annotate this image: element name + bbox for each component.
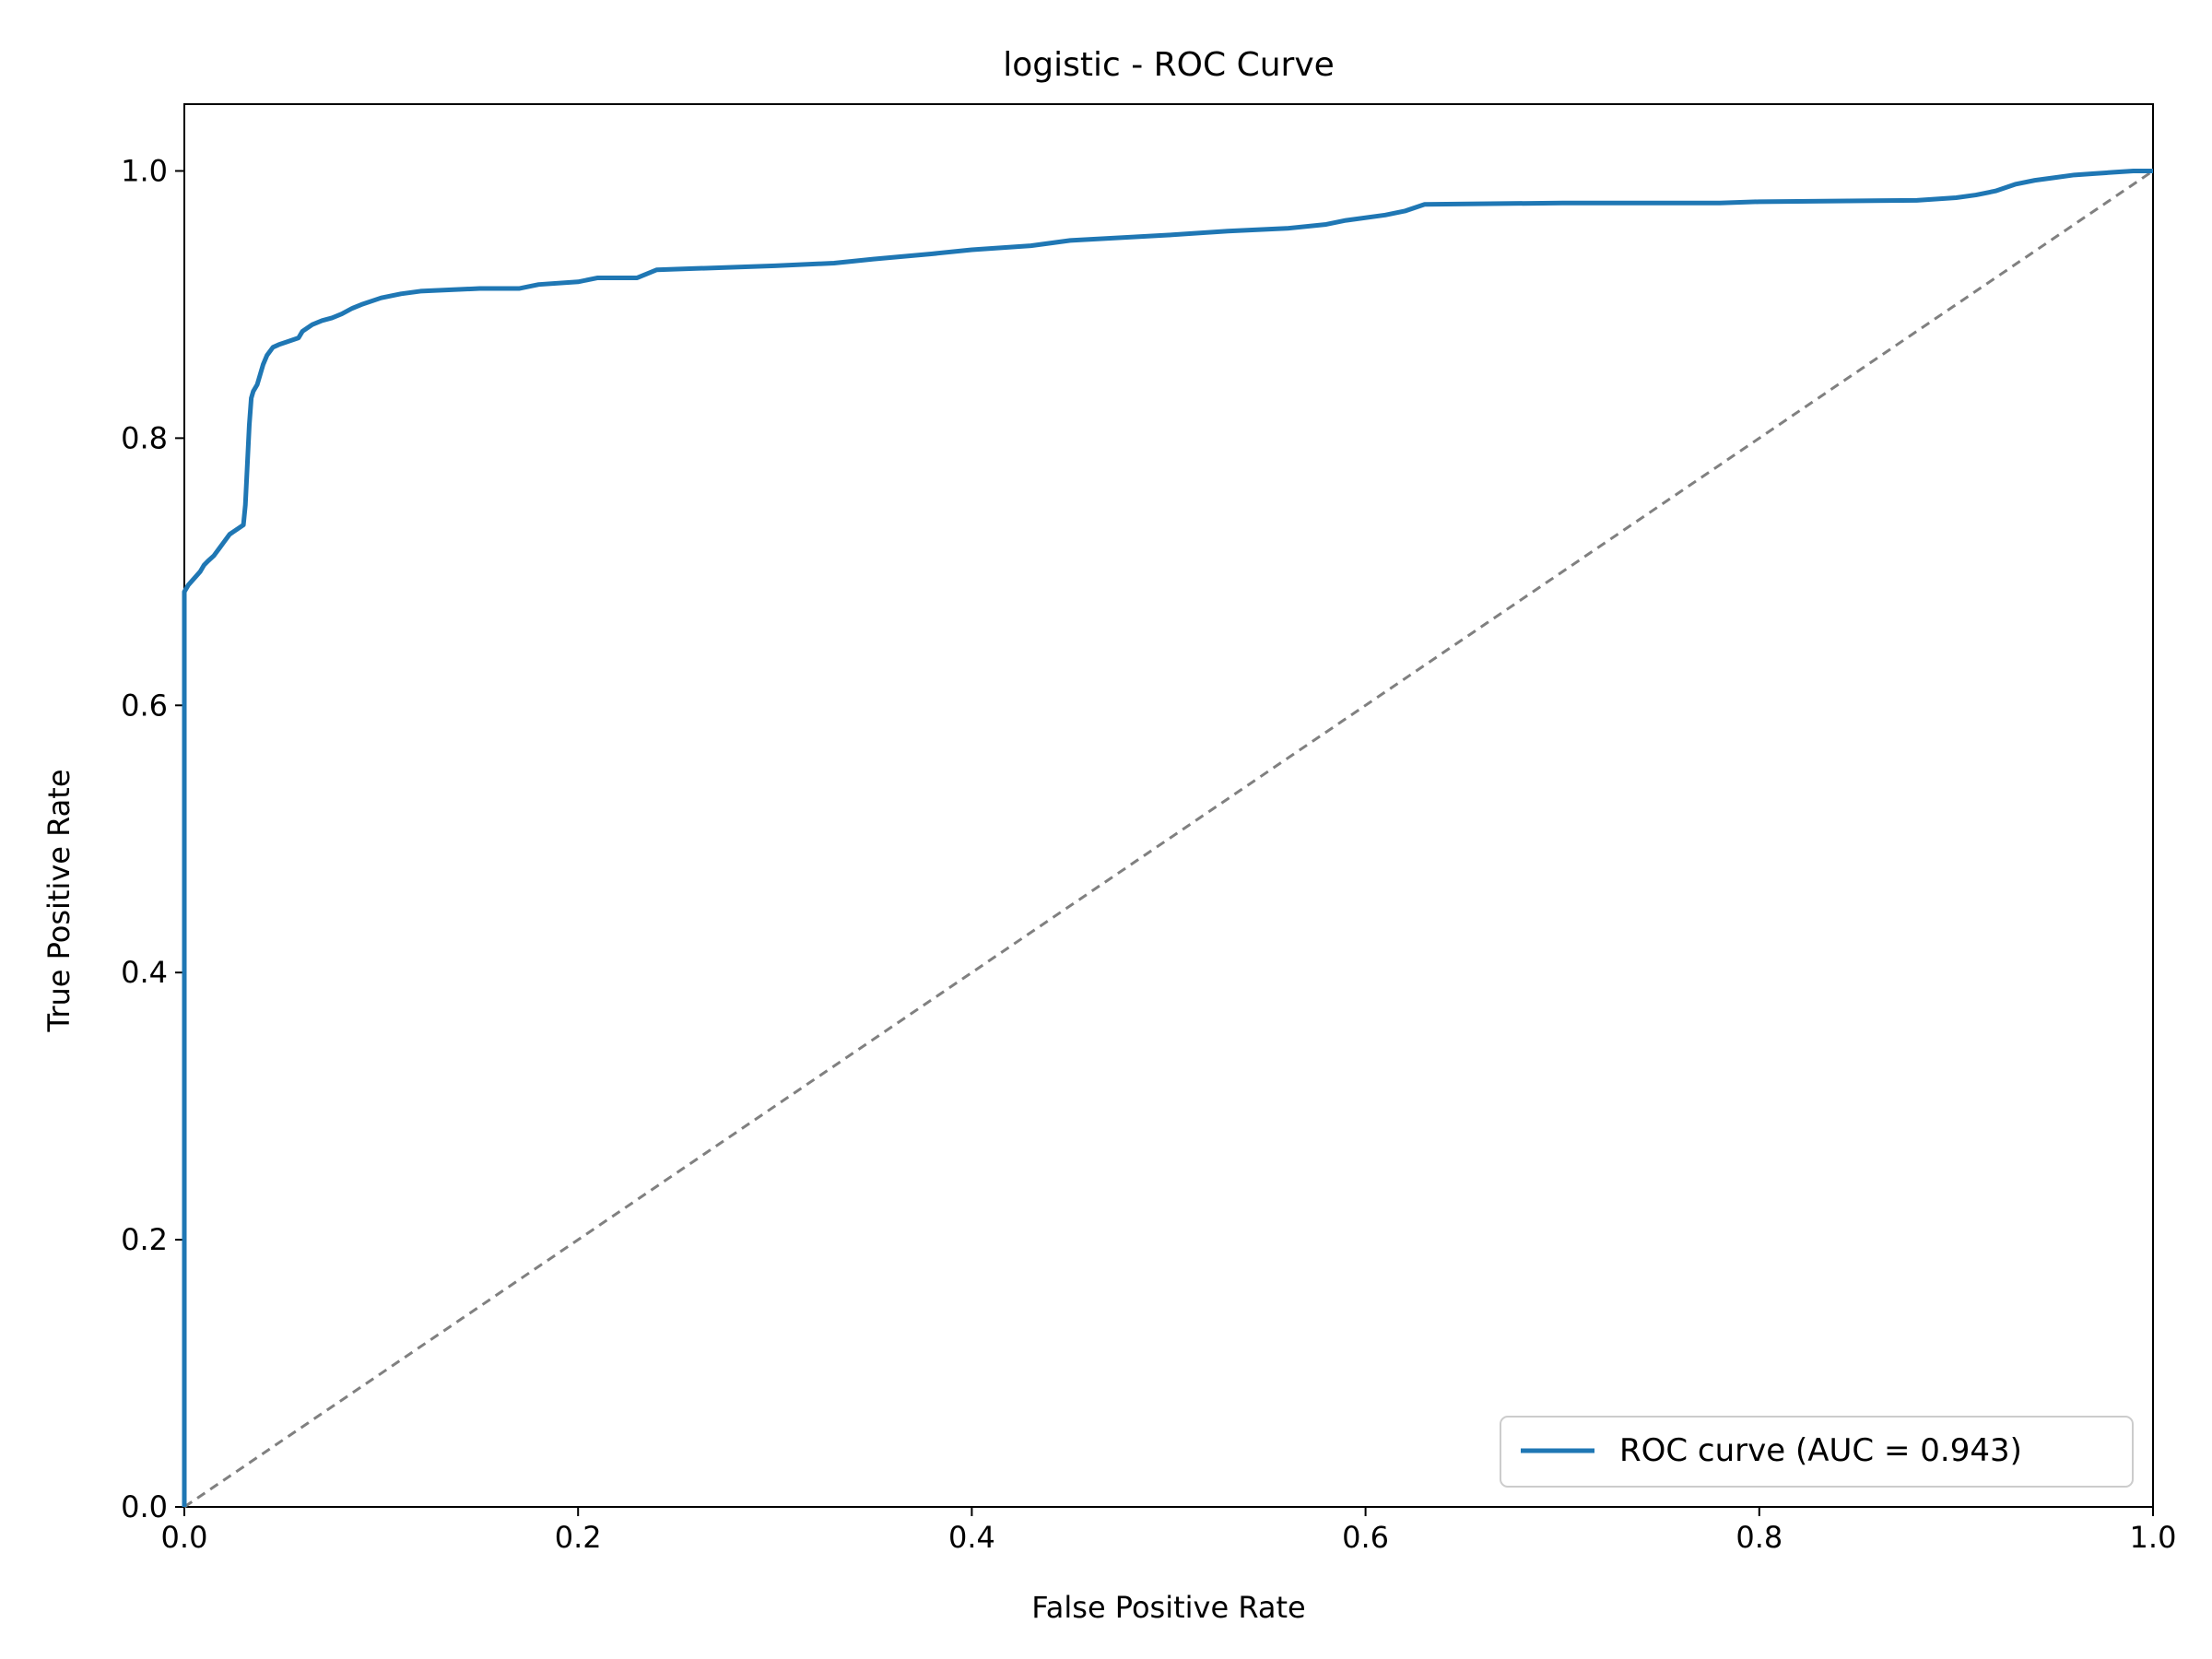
legend-label: ROC curve (AUC = 0.943) — [1619, 1432, 2022, 1469]
y-axis-label: True Positive Rate — [41, 769, 76, 1032]
legend-box — [1500, 1416, 2134, 1488]
y-tick-label: 0.6 — [121, 688, 168, 723]
plot-area: 0.0 0.2 0.4 0.6 0.8 1.0 0.0 0.2 0.4 0.6 0.8 1.0 — [121, 103, 2177, 1555]
x-axis-label: False Positive Rate — [1031, 1590, 1305, 1625]
legend: ROC curve (AUC = 0.943) — [1500, 1416, 2134, 1488]
x-tick-label: 0.6 — [1342, 1520, 1389, 1555]
chart-title: logistic - ROC Curve — [1003, 46, 1335, 84]
x-tick-label: 0.0 — [161, 1520, 208, 1555]
axes-frame — [183, 103, 2154, 1508]
x-tick-label: 1.0 — [2130, 1520, 2177, 1555]
x-tick-label: 0.2 — [555, 1520, 602, 1555]
roc-curve-line — [182, 168, 2153, 1507]
x-tick-label: 0.4 — [948, 1520, 995, 1555]
y-tick-label: 1.0 — [121, 153, 168, 188]
y-tick-label: 0.4 — [121, 955, 168, 990]
x-tick-label: 0.8 — [1735, 1520, 1783, 1555]
y-tick-label: 0.2 — [121, 1222, 168, 1257]
y-tick-label: 0.8 — [121, 420, 168, 455]
chance-diagonal-line — [183, 170, 2154, 1509]
y-tick-label: 0.0 — [121, 1489, 168, 1524]
